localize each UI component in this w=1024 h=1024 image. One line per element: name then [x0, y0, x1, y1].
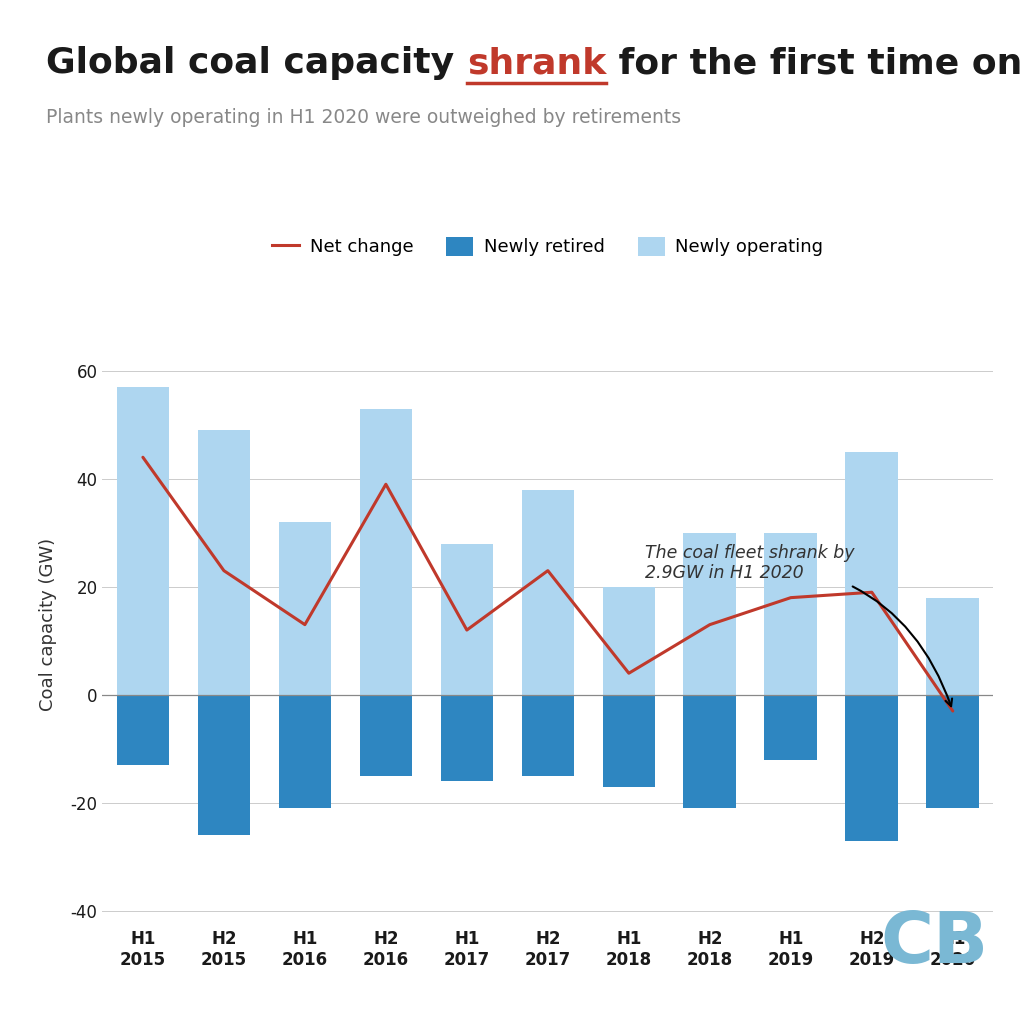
- Bar: [359, 409, 413, 695]
- Bar: [198, 430, 250, 695]
- Bar: [117, 387, 169, 695]
- Bar: [927, 695, 979, 808]
- Bar: [521, 695, 574, 776]
- Bar: [683, 532, 736, 695]
- Bar: [521, 489, 574, 695]
- Bar: [440, 544, 494, 695]
- Bar: [279, 522, 331, 695]
- Text: The coal fleet shrank by
2.9GW in H1 2020: The coal fleet shrank by 2.9GW in H1 202…: [645, 544, 952, 707]
- Bar: [846, 695, 898, 841]
- Bar: [117, 695, 169, 765]
- Bar: [279, 695, 331, 808]
- Bar: [846, 452, 898, 695]
- Text: shrank: shrank: [467, 46, 606, 80]
- Legend: Net change, Newly retired, Newly operating: Net change, Newly retired, Newly operati…: [265, 229, 830, 263]
- Bar: [602, 695, 655, 786]
- Text: Global coal capacity: Global coal capacity: [46, 46, 467, 80]
- Y-axis label: Coal capacity (GW): Coal capacity (GW): [39, 538, 56, 712]
- Bar: [765, 532, 817, 695]
- Text: for the first time on record in 2020: for the first time on record in 2020: [606, 46, 1024, 80]
- Bar: [602, 587, 655, 695]
- Bar: [765, 695, 817, 760]
- Text: CB: CB: [880, 909, 988, 978]
- Bar: [440, 695, 494, 781]
- Bar: [359, 695, 413, 776]
- Bar: [927, 598, 979, 695]
- Text: Plants newly operating in H1 2020 were outweighed by retirements: Plants newly operating in H1 2020 were o…: [46, 108, 681, 127]
- Bar: [683, 695, 736, 808]
- Bar: [198, 695, 250, 836]
